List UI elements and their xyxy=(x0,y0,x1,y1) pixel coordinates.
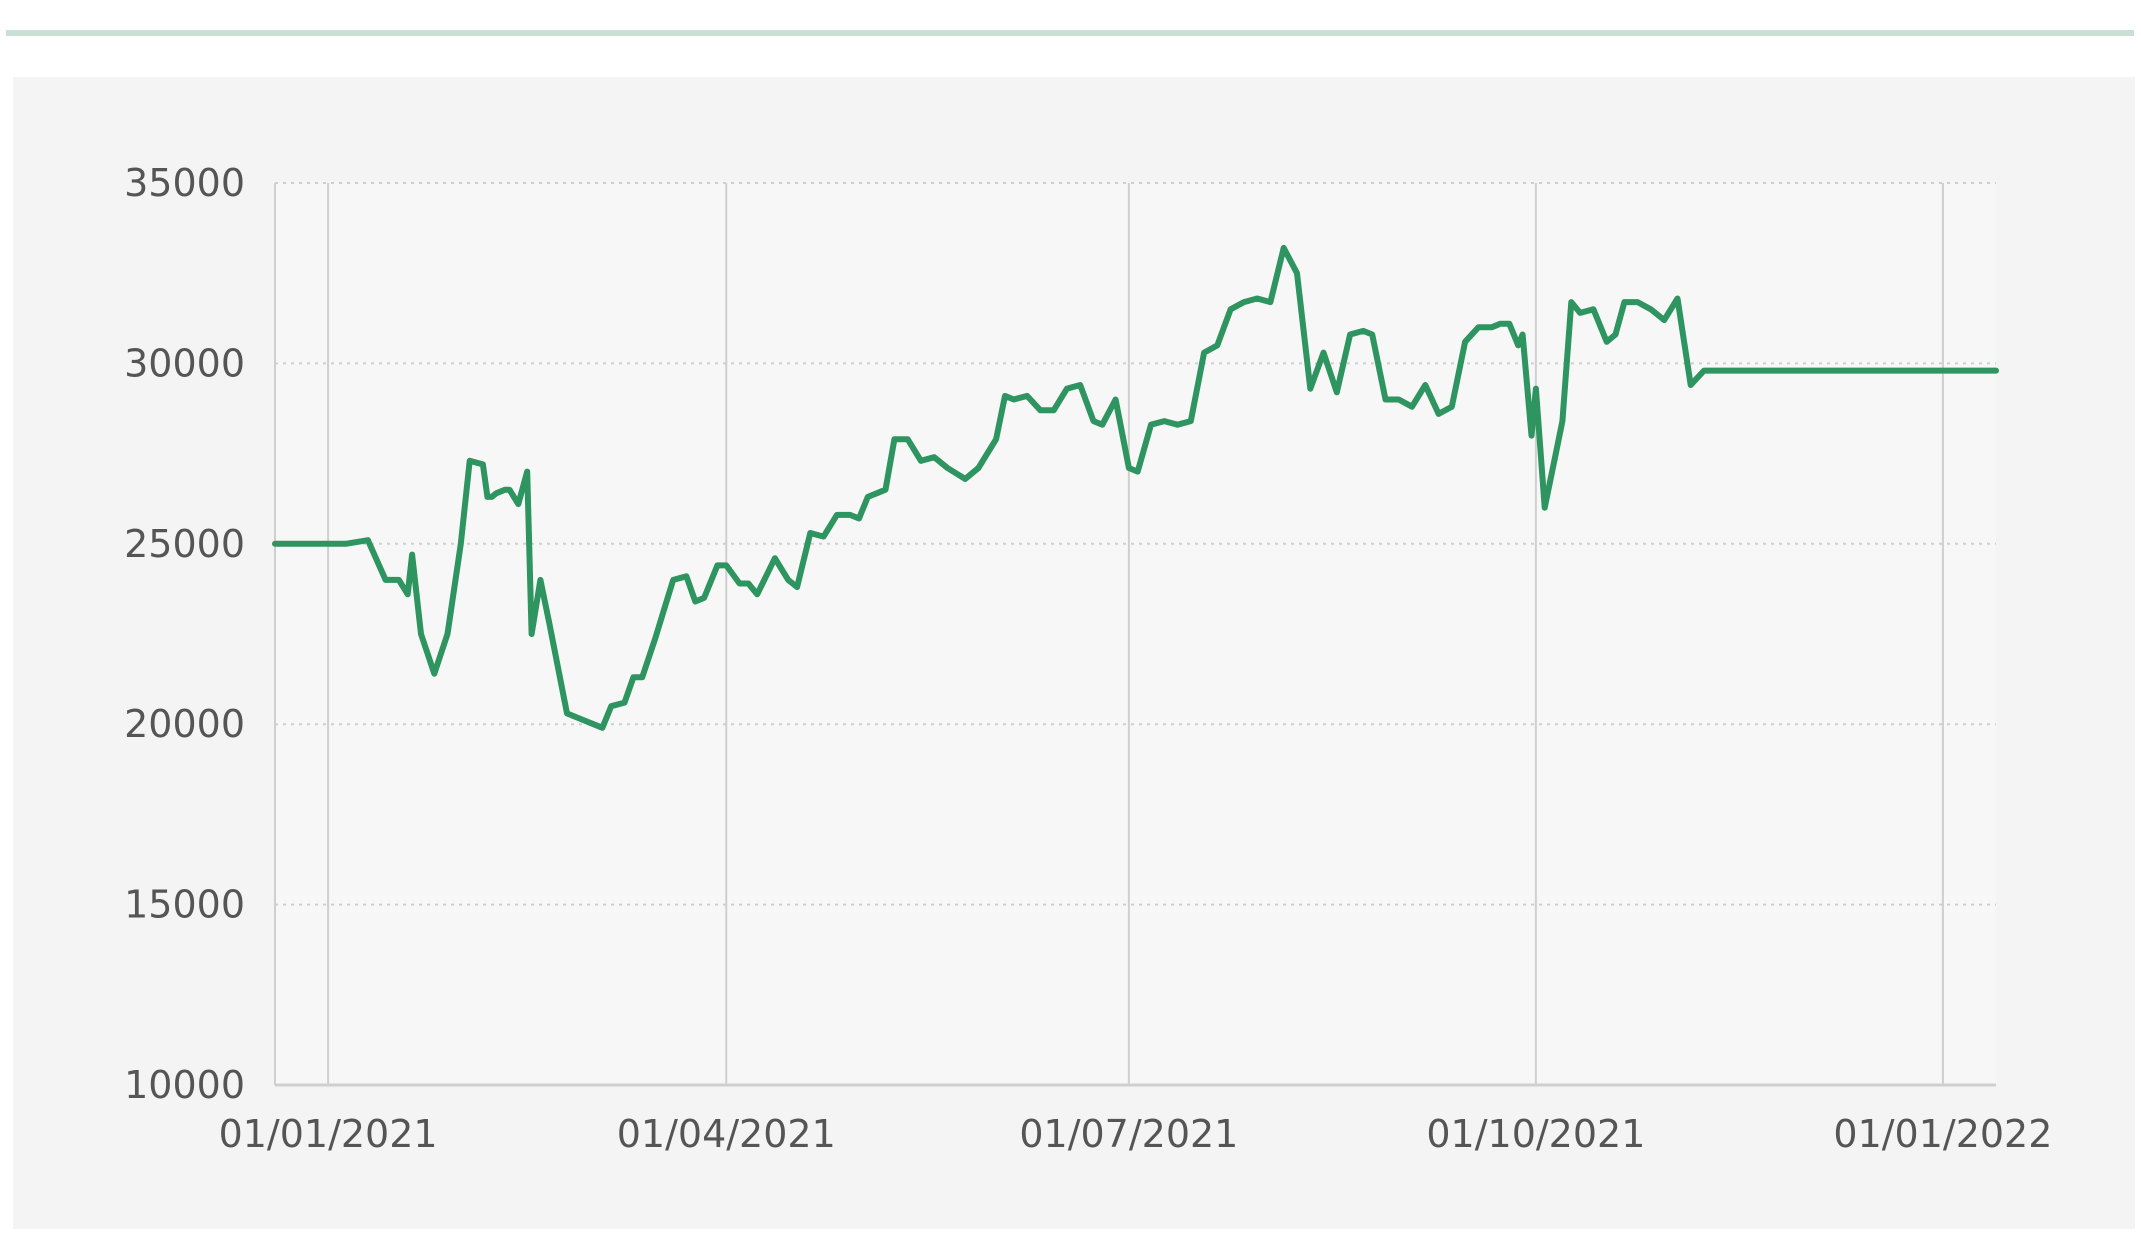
top-accent-rule xyxy=(6,30,2134,36)
y-tick-label: 20000 xyxy=(124,702,245,746)
x-tick-label: 01/07/2021 xyxy=(1019,1112,1238,1156)
y-tick-label: 25000 xyxy=(124,522,245,566)
y-tick-label: 35000 xyxy=(124,161,245,205)
x-tick-label: 01/01/2021 xyxy=(219,1112,438,1156)
x-tick-label: 01/01/2022 xyxy=(1833,1112,2052,1156)
tick-labels: 10000 15000 20000 25000 30000 35000 01/01/2021… xyxy=(124,161,2052,1156)
y-tick-label: 15000 xyxy=(124,883,245,927)
plot-area xyxy=(275,183,1996,1085)
x-tick-label: 01/04/2021 xyxy=(617,1112,836,1156)
series-line xyxy=(272,244,1999,731)
y-tick-label: 30000 xyxy=(124,341,245,385)
y-tick-label: 10000 xyxy=(124,1063,245,1107)
axes xyxy=(274,183,1996,1087)
x-tick-label: 01/10/2021 xyxy=(1426,1112,1645,1156)
grid xyxy=(275,182,1996,1085)
